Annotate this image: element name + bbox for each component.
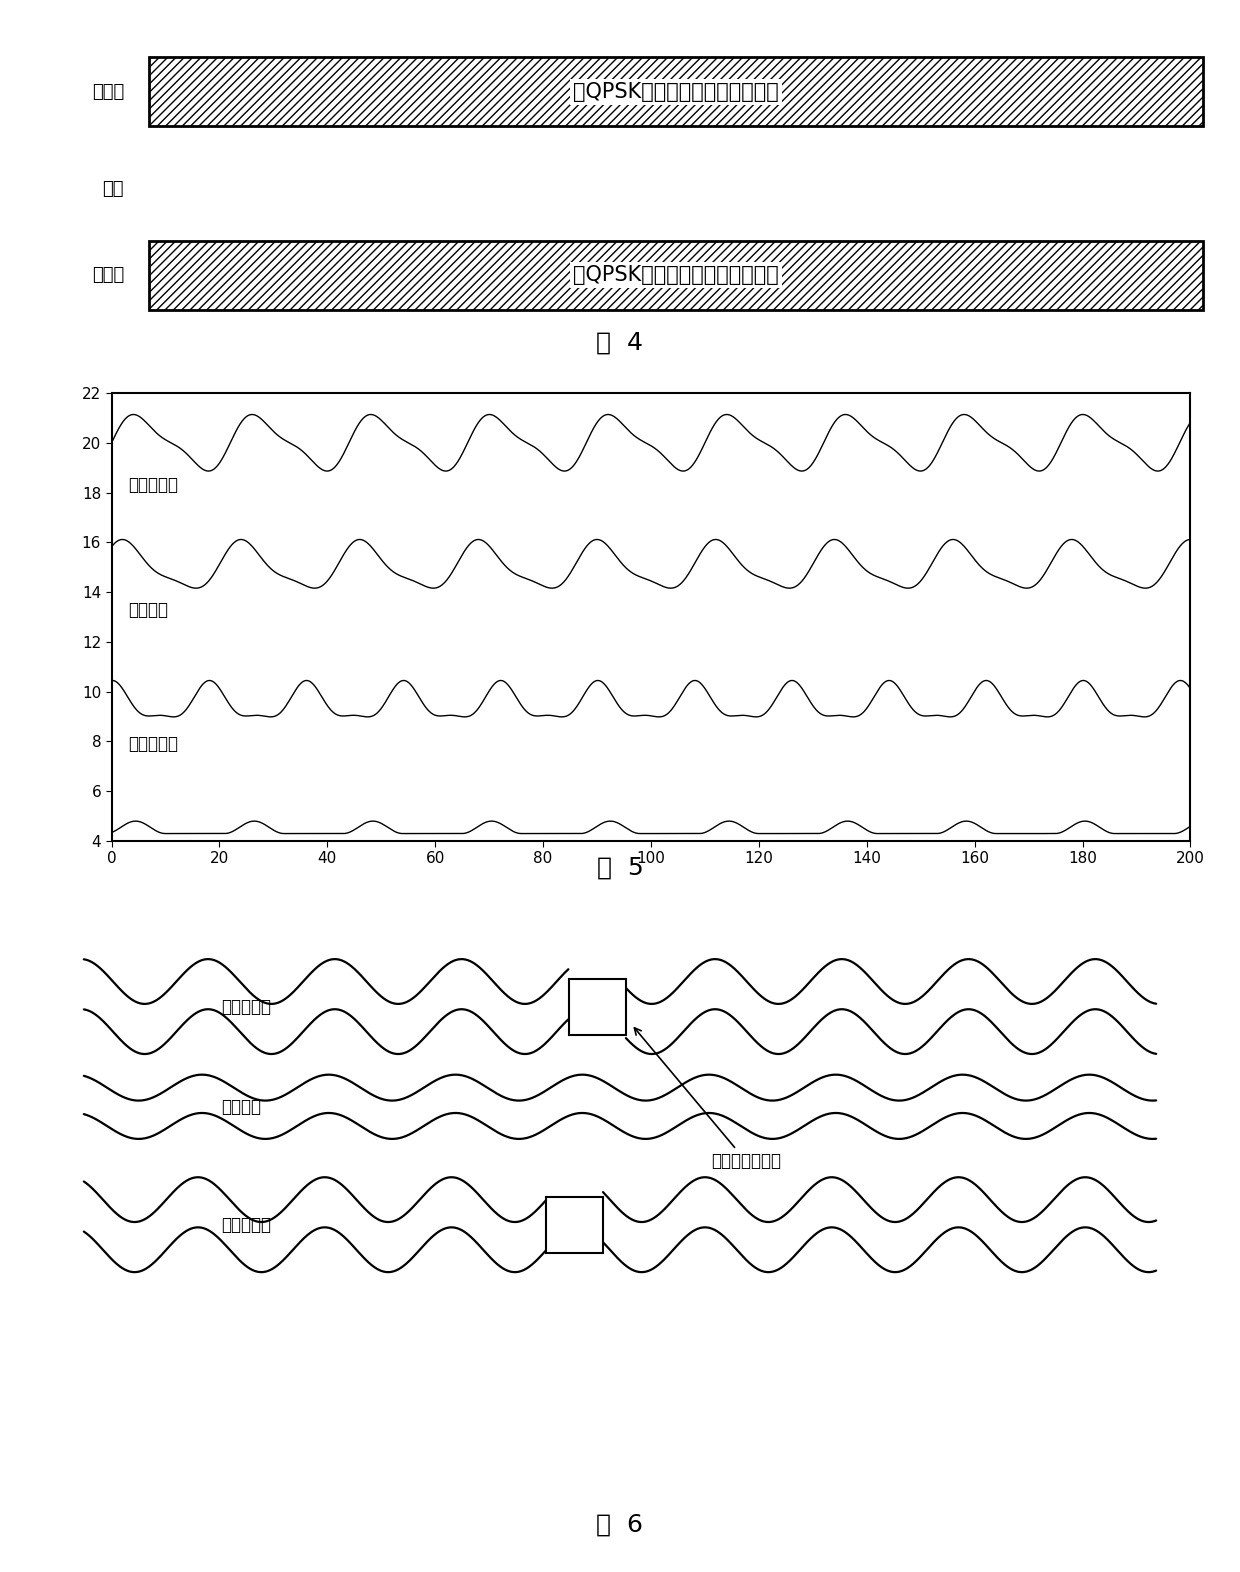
Bar bbox=[149, 241, 1203, 310]
Bar bbox=[546, 1196, 603, 1253]
Bar bbox=[149, 241, 1203, 310]
Text: 偶凹槽: 偶凹槽 bbox=[92, 266, 124, 285]
Bar bbox=[149, 57, 1203, 126]
Text: 在QPSK同相分量中的奇凹槽地址: 在QPSK同相分量中的奇凹槽地址 bbox=[573, 82, 779, 102]
Text: 奇凹槽轨道: 奇凹槽轨道 bbox=[128, 476, 177, 494]
Text: 偶凹槽轨道: 偶凹槽轨道 bbox=[221, 1215, 270, 1234]
Bar bbox=[149, 57, 1203, 126]
Text: 奇凹槽: 奇凹槽 bbox=[92, 83, 124, 101]
Text: 奇凹槽轨道: 奇凹槽轨道 bbox=[221, 998, 270, 1016]
Bar bbox=[569, 978, 626, 1034]
Text: 槽起: 槽起 bbox=[103, 179, 124, 198]
Text: 图  4: 图 4 bbox=[596, 330, 644, 355]
Text: 在QPSK正交分量中的偶凹槽地址: 在QPSK正交分量中的偶凹槽地址 bbox=[573, 266, 779, 285]
Text: 偶凹槽轨道: 偶凹槽轨道 bbox=[128, 736, 177, 753]
Text: 镜像或同步信号: 镜像或同步信号 bbox=[635, 1028, 781, 1170]
Text: 槽起轨道: 槽起轨道 bbox=[221, 1097, 260, 1116]
Text: 图  6: 图 6 bbox=[596, 1512, 644, 1537]
Text: 图  5: 图 5 bbox=[596, 855, 644, 880]
Text: 槽起轨道: 槽起轨道 bbox=[128, 601, 167, 618]
